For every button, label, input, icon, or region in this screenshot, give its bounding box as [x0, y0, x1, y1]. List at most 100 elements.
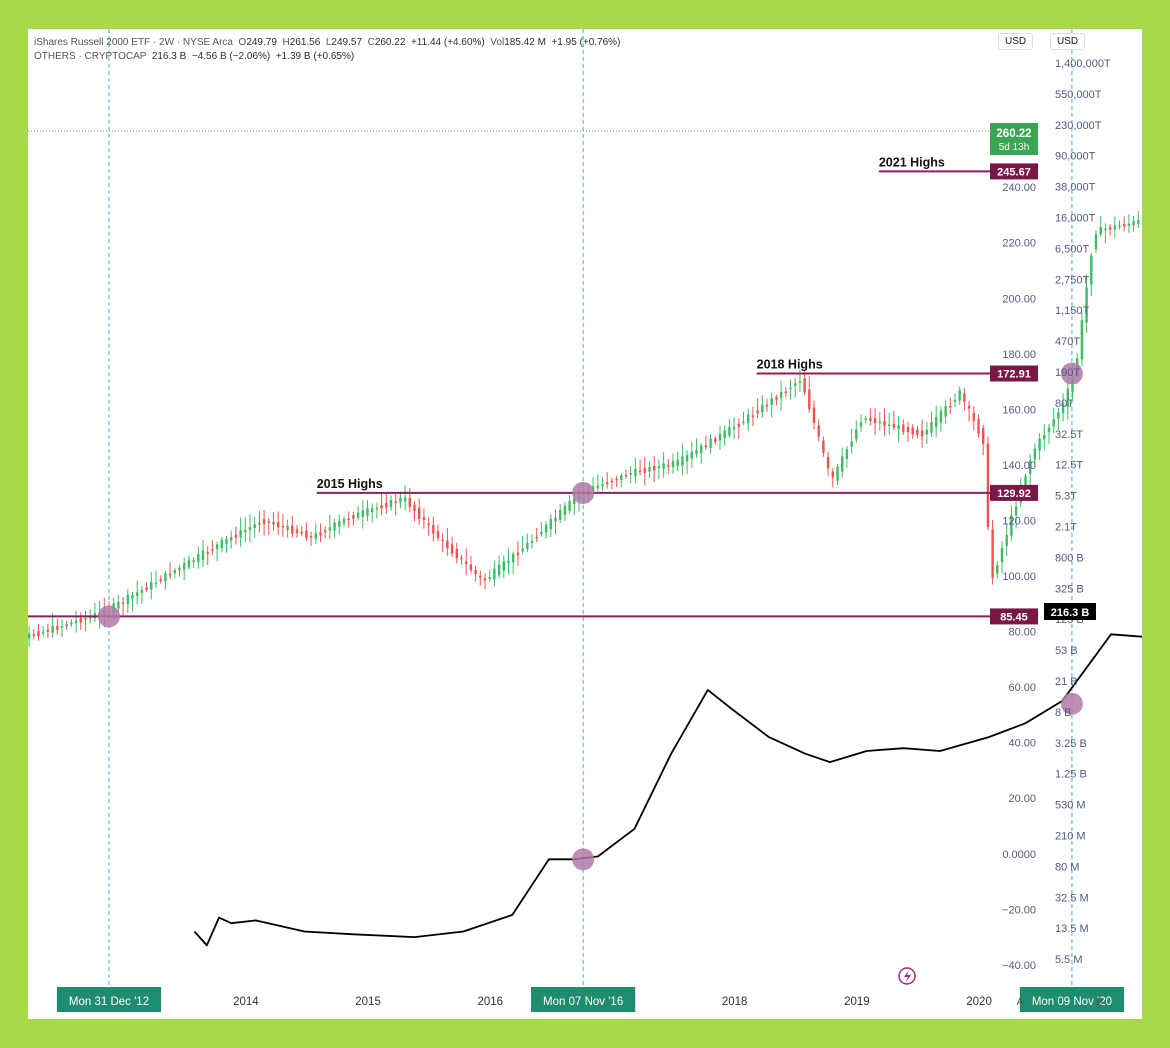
- candle-94: [427, 523, 430, 526]
- candle-205: [949, 406, 952, 408]
- candle-41: [178, 567, 181, 571]
- left-axis-tick-11: 20.00: [1008, 793, 1036, 805]
- date-badge-0: [56, 987, 162, 1012]
- right-axis-tick-26: 80 M: [1055, 861, 1079, 873]
- candle-59: [262, 519, 266, 525]
- lightning-icon[interactable]: [898, 967, 916, 985]
- candle-119: [544, 524, 548, 533]
- date-badge-label-2: Mon 09 Nov '20: [1032, 996, 1112, 1008]
- candle-207: [958, 390, 961, 401]
- price-chart[interactable]: 245.67 2021 Highs 172.91 2018 Highs 129.92 20…: [28, 29, 1142, 1019]
- candle-208: [963, 393, 966, 402]
- candle-206: [953, 399, 957, 402]
- left-axis-tick-7: 100.00: [1002, 571, 1036, 583]
- left-axis-tick-8: 80.00: [1008, 627, 1036, 639]
- candle-200: [925, 429, 928, 435]
- candle-245: [1137, 219, 1140, 225]
- candle-116: [530, 540, 534, 544]
- candle-60: [267, 521, 270, 523]
- right-axis-tick-9: 470T: [1055, 336, 1080, 348]
- candle-199: [920, 430, 924, 437]
- legend-vol: 185.42 M: [504, 37, 546, 48]
- right-axis-tick-17: 325 B: [1055, 583, 1084, 595]
- legend-low-label: L: [325, 37, 332, 48]
- candle-68: [305, 530, 308, 539]
- right-axis-tick-16: 800 B: [1055, 552, 1084, 564]
- date-badge-label-0: Mon 31 Dec '12: [69, 996, 149, 1008]
- candle-218: [1010, 515, 1013, 536]
- candle-184: [850, 441, 853, 447]
- candle-89: [403, 497, 407, 502]
- candle-140: [643, 467, 646, 473]
- candle-158: [728, 427, 731, 436]
- candle-193: [892, 423, 896, 428]
- candle-125: [573, 498, 576, 505]
- level-title-1: 2018 Highs: [757, 358, 823, 372]
- candle-61: [272, 522, 275, 525]
- right-axis-tick-6: 6,500T: [1055, 243, 1090, 255]
- candle-222: [1029, 460, 1032, 474]
- candle-177: [817, 425, 820, 437]
- right-axis-tick-15: 2.1T: [1055, 522, 1077, 534]
- legend-crypto[interactable]: OTHERS · CRYPTOCAP 216.3 B −4.56 B (−2.0…: [34, 51, 354, 62]
- right-axis-tick-3: 90,000T: [1055, 151, 1096, 163]
- candle-19: [74, 620, 78, 624]
- x-axis-tick-4: 2018: [722, 996, 748, 1008]
- level-label-0: 245.67: [997, 166, 1031, 178]
- candle-191: [883, 420, 886, 426]
- x-axis-tick-1: 2014: [233, 996, 259, 1008]
- level-label-bg-2: [990, 484, 1038, 501]
- candle-165: [761, 404, 764, 413]
- currency-button-left[interactable]: USD: [998, 33, 1034, 50]
- candle-44: [192, 560, 195, 562]
- candle-159: [732, 427, 736, 430]
- candle-192: [888, 424, 891, 426]
- candle-42: [183, 563, 186, 570]
- candle-29: [121, 602, 125, 604]
- candle-97: [441, 539, 444, 542]
- candle-210: [972, 412, 975, 421]
- candle-43: [187, 559, 191, 568]
- right-axis-tick-24: 530 M: [1055, 800, 1086, 812]
- candle-216: [1000, 547, 1004, 563]
- candle-11: [37, 630, 40, 637]
- candle-37: [159, 579, 162, 581]
- candle-21: [84, 618, 87, 620]
- candle-155: [714, 438, 717, 443]
- candle-104: [474, 569, 477, 574]
- legend-russell[interactable]: iShares Russell 2000 ETF · 2W · NYSE Arc…: [34, 37, 620, 48]
- candle-50: [220, 539, 223, 549]
- legend-crypto-change1: −4.56 B (−2.06%): [191, 51, 271, 62]
- legend-russell-title: iShares Russell 2000 ETF · 2W · NYSE Arc…: [34, 37, 233, 48]
- candle-81: [366, 507, 369, 516]
- candle-134: [615, 478, 618, 481]
- candle-70: [314, 533, 317, 539]
- candle-20: [79, 618, 82, 623]
- candle-169: [779, 391, 783, 398]
- candle-135: [620, 475, 623, 480]
- highlight-circle-2: [1060, 362, 1083, 385]
- right-axis-tick-5: 16,000T: [1055, 213, 1096, 225]
- candle-136: [624, 475, 628, 477]
- candle-95: [432, 524, 435, 534]
- candle-185: [855, 429, 858, 440]
- right-axis-tick-21: 8 B: [1055, 707, 1072, 719]
- candle-213: [986, 443, 990, 527]
- candle-115: [526, 542, 529, 550]
- candle-182: [841, 456, 844, 472]
- candle-194: [897, 424, 900, 430]
- candle-233: [1080, 320, 1084, 360]
- right-axis-tick-13: 12.5T: [1055, 460, 1083, 472]
- candle-156: [718, 433, 722, 441]
- candle-90: [408, 497, 411, 508]
- candle-92: [418, 507, 421, 519]
- candle-149: [685, 455, 689, 462]
- candle-71: [319, 532, 322, 536]
- candle-10: [32, 634, 35, 636]
- candle-157: [723, 430, 726, 439]
- legend-close: 260.22: [374, 37, 406, 48]
- candle-67: [300, 531, 303, 534]
- currency-button-right[interactable]: USD: [1050, 33, 1086, 50]
- right-axis-tick-20: 21 B: [1055, 676, 1078, 688]
- x-axis-tick-2: 2015: [355, 996, 381, 1008]
